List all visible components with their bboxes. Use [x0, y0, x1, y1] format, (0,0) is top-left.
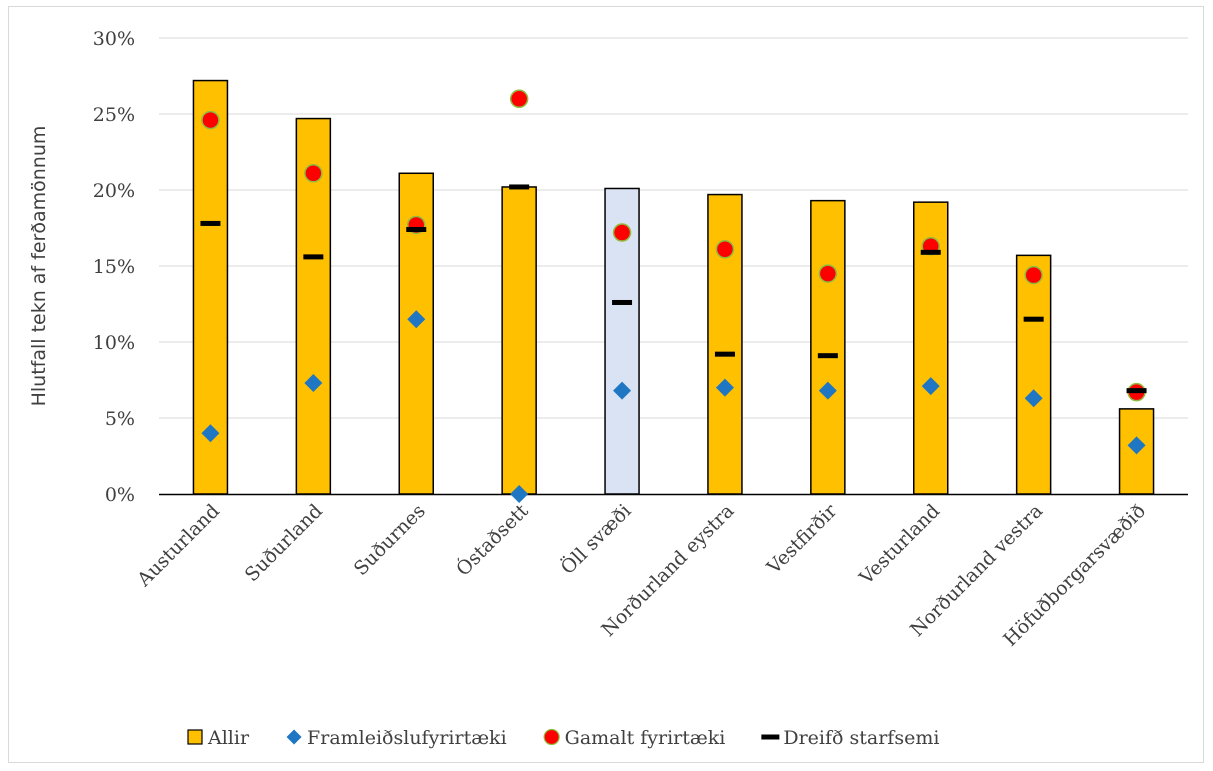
dash-point: [406, 227, 427, 233]
diamond-point: [921, 377, 940, 396]
y-axis-ticks: 0% 5% 10% 15% 20% 25% 30%: [93, 28, 135, 506]
dash-point: [509, 184, 530, 190]
legend-label: Framleiðslufyrirtæki: [307, 727, 507, 749]
circle-point: [1024, 265, 1043, 285]
y-tick-label: 20%: [93, 180, 135, 202]
diamond-point: [1127, 436, 1146, 455]
bars: [192, 79, 1155, 495]
dash-point: [920, 249, 941, 255]
x-tick-label: Vestfirðir: [762, 499, 842, 579]
circle-point: [612, 223, 632, 242]
legend-label: Gamalt fyrirtæki: [565, 727, 726, 749]
diamond-point: [715, 378, 734, 397]
x-tick-label: Óstaðsett: [451, 499, 533, 581]
y-tick-label: 0%: [105, 484, 135, 506]
dash-point: [200, 220, 221, 226]
diamond-point: [407, 310, 426, 329]
diamond-point: [510, 485, 529, 503]
y-tick-label: 30%: [93, 28, 135, 50]
dash-point: [817, 353, 838, 359]
circle-point: [715, 240, 735, 259]
circle-point: [201, 110, 220, 130]
diamond-point: [201, 424, 220, 443]
y-axis-label: Hlutfall tekn af ferðamönnum: [28, 126, 50, 407]
bar: [707, 193, 743, 495]
bar: [1015, 254, 1052, 495]
circle-point: [509, 89, 529, 109]
dash-point: [1126, 388, 1147, 394]
x-tick-label: Öll svæði: [556, 499, 636, 579]
dash-point: [714, 351, 735, 357]
y-tick-label: 15%: [93, 256, 135, 278]
dash-point: [303, 254, 324, 260]
x-tick-label: Austurland: [132, 500, 224, 592]
y-tick-label: 25%: [93, 104, 135, 126]
dash-point: [612, 299, 633, 305]
x-tick-label: Suðurland: [241, 500, 327, 586]
legend-swatch-dash: [761, 734, 780, 740]
bar: [810, 199, 846, 495]
dash-point: [1023, 316, 1044, 322]
legend-label: Allir: [207, 727, 250, 749]
circle-point: [304, 164, 323, 183]
x-axis-categories: Austurland Suðurland Suðurnes Óstaðsett Öll …: [132, 499, 1150, 651]
legend-swatch-bar: [187, 729, 203, 745]
x-tick-label: Vesturland: [855, 500, 945, 590]
y-tick-label: 5%: [105, 408, 135, 430]
diamond-point: [613, 381, 632, 400]
marker-series: [200, 89, 1147, 503]
x-tick-label: Suðurnes: [350, 500, 430, 580]
diamond-point: [1024, 389, 1043, 408]
y-tick-label: 10%: [93, 332, 135, 354]
chart-frame: [8, 6, 1204, 763]
legend-label: Dreifð starfsemi: [783, 727, 939, 749]
diamond-point: [304, 374, 323, 393]
legend-swatch-circle: [543, 728, 560, 746]
diamond-point: [818, 381, 837, 400]
bar: [501, 186, 537, 495]
legend: Allir Framleiðslufyrirtæki Gamalt fyrirtæk…: [187, 727, 939, 749]
legend-swatch-diamond: [286, 729, 302, 745]
circle-point: [818, 264, 838, 283]
